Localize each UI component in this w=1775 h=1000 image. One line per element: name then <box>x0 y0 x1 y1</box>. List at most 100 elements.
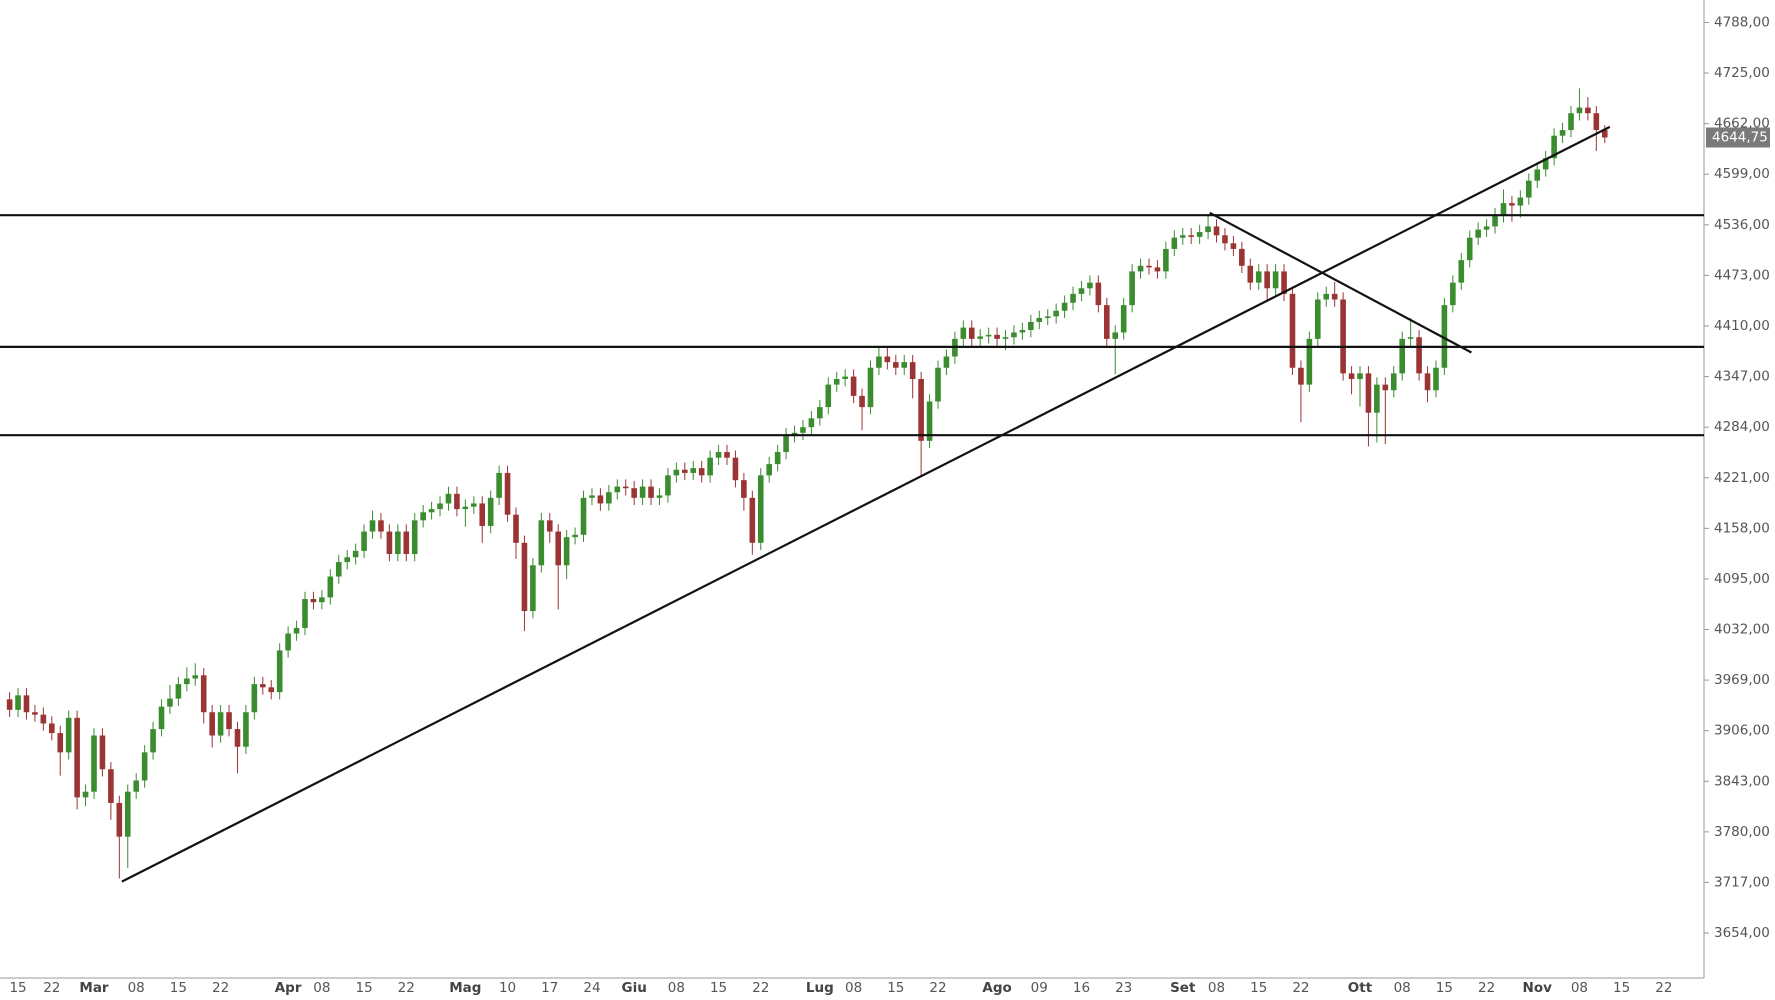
candle-body <box>1593 113 1600 131</box>
y-tick-label: 3969,00 <box>1714 672 1770 688</box>
candle-body <box>521 542 528 612</box>
x-tick-label: 22 <box>752 980 769 996</box>
x-tick-label: 08 <box>128 980 145 996</box>
candle-body <box>504 472 511 515</box>
candle-body <box>1196 232 1203 237</box>
y-tick-label: 4158,00 <box>1714 520 1770 536</box>
candle-body <box>960 327 967 339</box>
candle-body <box>1213 226 1220 236</box>
candle-body <box>285 633 291 651</box>
candle-body <box>1348 373 1355 379</box>
candle-body <box>1044 316 1051 318</box>
x-tick-label: 23 <box>1115 980 1132 996</box>
candle-body <box>293 627 300 634</box>
candle-body <box>943 356 950 368</box>
x-tick-label: 08 <box>1394 980 1411 996</box>
candle-body <box>1129 271 1135 306</box>
x-tick-label: Ago <box>982 980 1011 996</box>
candle-body <box>580 497 587 535</box>
candle-body <box>1542 158 1549 170</box>
candle-body <box>850 376 857 396</box>
candle-body <box>563 537 570 566</box>
candle-body <box>698 468 705 476</box>
x-tick-label: 22 <box>1655 980 1672 996</box>
candle-body <box>1458 260 1465 283</box>
y-tick-label: 4095,00 <box>1714 571 1770 587</box>
y-tick-label: 3780,00 <box>1714 824 1770 840</box>
candle-body <box>774 452 781 465</box>
candle-body <box>1239 248 1245 266</box>
candle-body <box>546 520 553 532</box>
candle-body <box>116 802 123 837</box>
x-tick-label: 22 <box>212 980 229 996</box>
candle-body <box>437 503 443 510</box>
candle-body <box>217 712 224 736</box>
candle-body <box>1509 203 1515 206</box>
candle-body <box>1407 337 1414 339</box>
candle-body <box>91 735 97 792</box>
candle-body <box>49 723 55 734</box>
candle-body <box>1095 282 1102 306</box>
candle-body <box>1483 226 1490 230</box>
candle-body <box>935 367 941 402</box>
x-tick-label: Apr <box>275 980 302 996</box>
candle-body <box>133 780 139 792</box>
x-tick-label: 15 <box>1250 980 1267 996</box>
candle-body <box>1205 226 1211 233</box>
candle-body <box>124 791 131 837</box>
candle-body <box>420 512 426 521</box>
candle-body <box>40 714 47 724</box>
candle-body <box>411 520 418 555</box>
x-tick-label: Mar <box>79 980 109 996</box>
y-tick-label: 4473,00 <box>1714 267 1770 283</box>
candle-body <box>648 486 654 498</box>
candle-body <box>639 486 646 498</box>
candle-body <box>344 557 350 563</box>
trend-line <box>121 125 1611 883</box>
candle-body <box>310 599 317 603</box>
candle-body <box>1416 337 1422 374</box>
candle-body <box>386 531 393 555</box>
candle-body <box>1087 282 1093 289</box>
candle-body <box>1222 235 1228 244</box>
candle-body <box>403 531 410 555</box>
candle-body <box>631 488 637 498</box>
candle-body <box>496 472 502 498</box>
candle-body <box>715 452 722 458</box>
x-tick-label: 10 <box>499 980 516 996</box>
candle-body <box>15 695 21 710</box>
candle-body <box>1264 271 1270 289</box>
candle-body <box>614 486 621 493</box>
candle-body <box>226 712 232 730</box>
candle-body <box>977 336 983 339</box>
candle-body <box>842 376 848 379</box>
candle-body <box>200 675 207 713</box>
last-price-label: 4644,75 <box>1712 130 1768 146</box>
candle-body <box>1230 243 1237 249</box>
candle-body <box>800 427 806 433</box>
x-tick-label: 08 <box>1208 980 1225 996</box>
y-tick-label: 4221,00 <box>1714 470 1770 486</box>
candle-body <box>918 378 924 441</box>
candle-body <box>209 712 215 736</box>
candle-body <box>1137 265 1144 272</box>
candle-body <box>487 497 494 526</box>
candle-body <box>361 531 367 551</box>
x-tick-label: 22 <box>929 980 946 996</box>
candle-body <box>234 729 241 747</box>
candle-body <box>682 469 688 473</box>
candle-body <box>1399 338 1405 374</box>
candle-body <box>23 695 30 713</box>
x-tick-label: 15 <box>887 980 904 996</box>
candle-body <box>1171 237 1178 249</box>
x-tick-label: 09 <box>1031 980 1048 996</box>
candle-body <box>57 733 64 753</box>
candle-body <box>268 687 275 693</box>
candle-body <box>260 684 266 688</box>
x-tick-label: 15 <box>355 980 372 996</box>
candle-body <box>589 495 595 498</box>
candle-body <box>1188 235 1194 237</box>
candle-body <box>1120 305 1127 333</box>
candle-body <box>243 712 249 747</box>
